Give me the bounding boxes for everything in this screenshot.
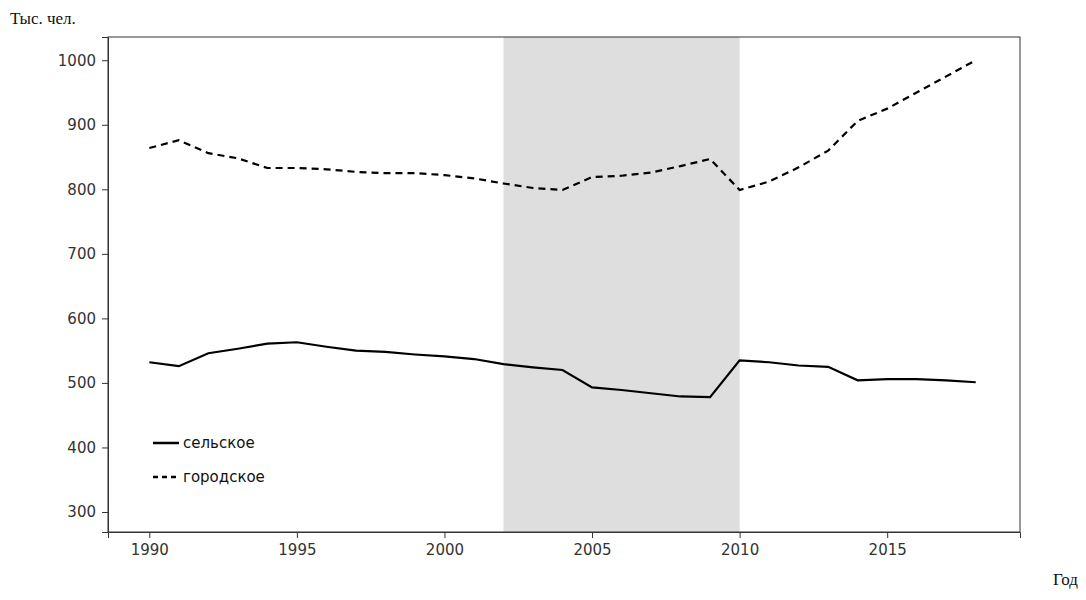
x-tick-label: 2010	[721, 541, 759, 559]
y-tick-mark	[102, 254, 108, 255]
y-tick-mark	[102, 383, 108, 384]
legend-item: городское	[153, 468, 265, 486]
x-tick-label: 1995	[278, 541, 316, 559]
y-tick-label: 300	[67, 503, 96, 521]
x-tick-mark	[149, 532, 150, 538]
x-tick: 1995	[278, 532, 316, 559]
legend-label: сельское	[183, 434, 255, 452]
x-tick-mark	[297, 532, 298, 538]
x-tick-mark	[887, 532, 888, 538]
x-tick: 1990	[131, 532, 169, 559]
plot-area	[149, 37, 975, 532]
legend: сельское городское	[153, 434, 265, 486]
y-axis-line	[102, 38, 109, 533]
shaded-band	[503, 37, 739, 532]
y-tick-mark	[102, 189, 108, 190]
chart: 1990 1995 2000 2005 2010 2015 300 400 500 600 700 8…	[0, 0, 1086, 600]
y-tick: 400	[67, 439, 108, 457]
y-tick-label: 600	[67, 310, 96, 328]
x-tick: 2000	[426, 532, 464, 559]
y-tick-label: 700	[67, 245, 96, 263]
y-tick: 900	[67, 116, 108, 134]
y-tick-label: 500	[67, 374, 96, 392]
plot: 1990 1995 2000 2005 2010 2015 300 400 500 600 700 8…	[58, 37, 1021, 559]
x-tick-label: 2005	[573, 541, 611, 559]
x-tick: 2010	[721, 532, 759, 559]
x-axis: 1990 1995 2000 2005 2010 2015	[109, 532, 1021, 559]
x-tick-mark	[444, 532, 445, 538]
y-tick-mark	[102, 318, 108, 319]
y-tick-label: 1000	[58, 52, 96, 70]
x-tick: 2005	[573, 532, 611, 559]
x-tick-mark	[592, 532, 593, 538]
y-axis: 300 400 500 600 700 800 900 1000	[58, 38, 109, 533]
y-tick-mark	[102, 447, 108, 448]
x-axis-line	[109, 533, 1021, 539]
y-tick-label: 900	[67, 116, 96, 134]
y-tick: 300	[67, 503, 108, 521]
y-tick: 800	[67, 181, 108, 199]
y-tick-mark	[102, 125, 108, 126]
y-tick: 700	[67, 245, 108, 263]
series-line	[149, 60, 975, 190]
y-tick-label: 400	[67, 439, 96, 457]
series-line	[149, 342, 975, 397]
x-tick-mark	[740, 532, 741, 538]
y-tick: 500	[67, 374, 108, 392]
plot-frame	[108, 37, 1020, 532]
y-tick-label: 800	[67, 181, 96, 199]
x-tick-label: 2015	[869, 541, 907, 559]
y-axis-title: Тыс. чел.	[10, 9, 76, 28]
legend-swatch	[153, 476, 179, 479]
legend-label: городское	[183, 468, 265, 486]
legend-swatch	[153, 442, 179, 445]
legend-item: сельское	[153, 434, 255, 452]
x-axis-title: Год	[1053, 570, 1078, 589]
x-tick-label: 1990	[131, 541, 169, 559]
y-tick-mark	[102, 60, 108, 61]
x-tick-label: 2000	[426, 541, 464, 559]
y-tick-mark	[102, 512, 108, 513]
y-tick: 1000	[58, 52, 108, 70]
x-tick: 2015	[869, 532, 907, 559]
y-tick: 600	[67, 310, 108, 328]
